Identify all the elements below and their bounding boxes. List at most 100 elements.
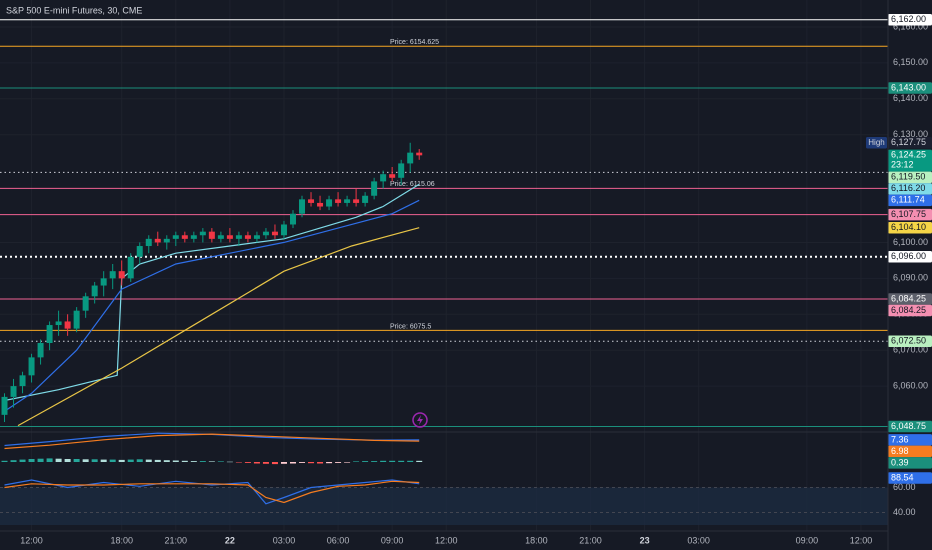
candle-body bbox=[55, 321, 62, 326]
price-tag bbox=[888, 82, 932, 94]
y-tick-label: 6,090.00 bbox=[893, 273, 928, 283]
x-tick-label: 12:00 bbox=[435, 535, 458, 545]
price-tag-label: 88.54 bbox=[891, 472, 914, 482]
oscillator-line bbox=[4, 479, 420, 505]
candle-body bbox=[190, 235, 197, 239]
macd-histogram-bar bbox=[280, 462, 287, 464]
candle-body bbox=[37, 343, 44, 358]
moving-average bbox=[17, 227, 420, 427]
price-tag bbox=[888, 335, 932, 347]
x-tick-label: 09:00 bbox=[796, 535, 819, 545]
price-tag bbox=[888, 221, 932, 234]
macd-histogram-bar bbox=[172, 460, 179, 462]
macd-histogram-bar bbox=[199, 461, 206, 462]
macd-histogram-bar bbox=[91, 459, 98, 462]
candle-body bbox=[46, 325, 53, 344]
x-tick-label: 03:00 bbox=[273, 535, 296, 545]
macd-histogram-bar bbox=[10, 460, 17, 462]
macd-histogram-bar bbox=[208, 461, 215, 462]
candle-body bbox=[217, 235, 224, 239]
y-tick-label: 60.00 bbox=[893, 482, 916, 492]
candle-body bbox=[163, 238, 170, 243]
price-level-label: Price: 6115.06 bbox=[390, 181, 435, 188]
candle-body bbox=[64, 321, 71, 329]
moving-average bbox=[4, 199, 420, 412]
plot-area: Price: 6154.625 Price: 6115.06 Price: 6075… bbox=[0, 19, 888, 505]
candle-body bbox=[91, 285, 98, 297]
x-tick-label: 21:00 bbox=[579, 535, 602, 545]
candle-body bbox=[82, 296, 89, 311]
macd-histogram-bar bbox=[181, 460, 188, 462]
macd-histogram-bar bbox=[154, 459, 161, 462]
price-tag-label: 6,084.25 bbox=[891, 305, 926, 315]
price-tag-label: 6.98 bbox=[891, 446, 909, 456]
candle-body bbox=[136, 246, 143, 257]
price-tag-label: 6,104.10 bbox=[891, 222, 926, 232]
y-tick-label: 6,150.00 bbox=[893, 57, 928, 67]
macd-histogram-bar bbox=[326, 462, 333, 464]
macd-histogram-bar bbox=[100, 459, 107, 462]
macd-histogram-bar bbox=[28, 459, 35, 462]
candle-body bbox=[127, 256, 134, 279]
candle-body bbox=[244, 235, 251, 239]
candle-body bbox=[172, 235, 179, 239]
candle-body bbox=[362, 195, 369, 203]
candle-body bbox=[271, 231, 278, 236]
macd-histogram-bar bbox=[299, 462, 306, 463]
macd-histogram-bar bbox=[226, 461, 233, 463]
x-tick-label: 09:00 bbox=[381, 535, 404, 545]
macd-histogram-bar bbox=[19, 459, 26, 462]
price-tag-label: 6,162.00 bbox=[891, 14, 926, 24]
macd-line bbox=[4, 433, 420, 450]
candle-body bbox=[1, 396, 8, 415]
y-tick-label: 6,140.00 bbox=[893, 93, 928, 103]
candle-body bbox=[10, 386, 17, 397]
x-tick-label: 06:00 bbox=[327, 535, 350, 545]
countdown: 23:12 bbox=[891, 160, 914, 170]
price-tag-label: 6,084.25 bbox=[891, 293, 926, 303]
macd-histogram-bar bbox=[253, 462, 260, 464]
event-icon[interactable] bbox=[412, 412, 428, 428]
macd-histogram-bar bbox=[380, 460, 387, 462]
candle-body bbox=[353, 199, 360, 203]
candle-body bbox=[19, 375, 26, 387]
moving-average bbox=[4, 183, 420, 402]
candle-body bbox=[199, 231, 206, 236]
macd-histogram-bar bbox=[289, 462, 296, 464]
candle-body bbox=[73, 310, 80, 329]
candle-body bbox=[154, 238, 161, 243]
y-tick-label: 6,070.00 bbox=[893, 345, 928, 355]
candle-body bbox=[380, 174, 387, 182]
price-tag-label: 6,119.50 bbox=[891, 172, 925, 182]
oscillator-line bbox=[4, 480, 420, 504]
macd-histogram-bar bbox=[344, 462, 351, 463]
grid bbox=[0, 431, 888, 525]
macd-histogram-bar bbox=[353, 461, 360, 462]
candle-body bbox=[109, 271, 116, 279]
price-tag-label: 6,107.75 bbox=[891, 209, 926, 219]
price-tag bbox=[888, 434, 932, 446]
macd-histogram-bar bbox=[217, 461, 224, 462]
price-tag-label: 6,143.00 bbox=[891, 82, 926, 92]
macd-histogram-bar bbox=[136, 459, 143, 462]
price-tag-label: 7.36 bbox=[891, 434, 909, 444]
price-axis: 12:00 18:00 21:00 22 03:00 06:00 09:00 12:00 18:… bbox=[20, 14, 932, 545]
x-tick-label: 21:00 bbox=[165, 535, 188, 545]
price-tag bbox=[888, 293, 932, 305]
macd-histogram-bar bbox=[308, 462, 315, 464]
candle-body bbox=[326, 199, 333, 207]
y-tick-label: 6,100.00 bbox=[893, 237, 928, 247]
candle-body bbox=[407, 152, 414, 164]
price-tag bbox=[888, 194, 932, 207]
candle-body bbox=[208, 231, 215, 239]
candle-body bbox=[398, 163, 405, 178]
price-tag-label: 6,127.75 bbox=[891, 137, 926, 147]
candle-body bbox=[181, 235, 188, 239]
price-tag bbox=[888, 472, 932, 484]
y-tick-label: 6,130.00 bbox=[893, 129, 928, 139]
x-tick-label: 23 bbox=[640, 535, 650, 545]
x-tick-label: 12:00 bbox=[20, 535, 43, 545]
macd-histogram-bar bbox=[145, 459, 152, 462]
high-badge-label: High bbox=[868, 138, 884, 147]
price-tag-label: 6,048.75 bbox=[891, 421, 926, 431]
